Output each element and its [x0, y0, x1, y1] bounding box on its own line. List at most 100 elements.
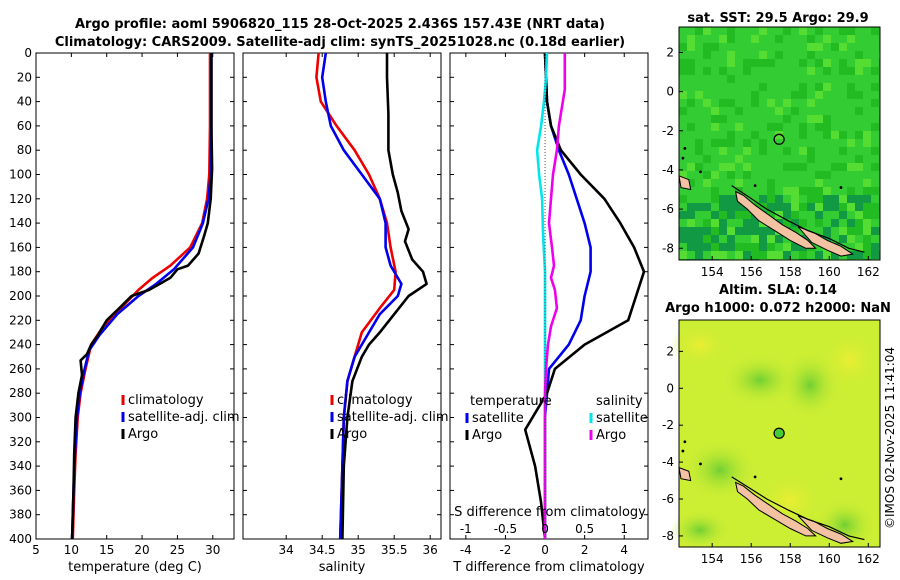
sst_map-texture-cell: [831, 163, 839, 171]
sst_map-argo-position-marker: [773, 133, 785, 145]
sst_map-texture-cell: [703, 227, 711, 235]
sst_map-texture-cell: [719, 243, 727, 251]
sst_map-texture-cell: [863, 59, 871, 67]
salinity-series-argo-line: [341, 53, 428, 540]
sst_map-texture-cell: [863, 227, 871, 235]
sst_map-texture-cell: [767, 235, 775, 243]
sst_map-texture-cell: [831, 219, 839, 227]
sst_map-texture-cell: [783, 203, 791, 211]
temperature-difference-legend-entry: satellite: [472, 411, 524, 426]
sst_map-texture-cell: [871, 99, 879, 107]
difference-xlabel: T difference from climatology: [452, 560, 645, 575]
sst-map-landmass-2: [797, 226, 855, 257]
sst_map-texture-cell: [783, 27, 791, 35]
sst_map-texture-cell: [855, 59, 863, 67]
sst_map-texture-cell: [823, 59, 831, 67]
sst_map-texture-cell: [703, 235, 711, 243]
sst_map-texture-cell: [695, 147, 703, 155]
salinity-xtick-label: 35: [351, 543, 366, 557]
sst_map-texture-cell: [863, 187, 871, 195]
salinity-difference-legend-entry: satellite: [596, 411, 648, 426]
sst_map-texture-cell: [687, 43, 695, 51]
sst_map-texture-cell: [823, 131, 831, 139]
sst_map-texture-cell: [831, 195, 839, 203]
sst_map-texture-cell: [735, 155, 743, 163]
ytick-label: 40: [17, 95, 32, 109]
sst_map-texture-cell: [799, 219, 807, 227]
sst_map-texture-cell: [735, 211, 743, 219]
sla-map-panel: 154 156 158 160 162 2 0 -2 -4 -6 -8: [662, 319, 881, 566]
sst_map-texture-cell: [711, 251, 719, 259]
sst_map-texture-cell: [711, 187, 719, 195]
ytick-label: 180: [9, 265, 32, 279]
sst_map-texture-cell: [735, 107, 743, 115]
sst_map-texture-cell: [839, 227, 847, 235]
ytick-label: 400: [9, 532, 32, 546]
sst_map-texture-cell: [711, 243, 719, 251]
sst_map-texture-cell: [823, 203, 831, 211]
salinity-xlabel: salinity: [319, 560, 366, 575]
sst_map-texture-cell: [791, 195, 799, 203]
sst_map-texture-cell: [711, 107, 719, 115]
sst_map-texture-cell: [863, 203, 871, 211]
salinity-difference-tick-label: -1: [460, 522, 472, 536]
sst_map-texture-cell: [727, 211, 735, 219]
salinity-xtick-label: 34: [279, 543, 294, 557]
sst-map-islet: [753, 184, 757, 187]
sst_map-texture-cell: [863, 251, 871, 259]
salinity-difference-tick-label: 1: [620, 522, 628, 536]
sst_map-texture-cell: [719, 139, 727, 147]
sst_map-texture-cell: [807, 35, 815, 43]
sst_map-texture-cell: [679, 227, 687, 235]
sla_map-xtick-label: 156: [740, 552, 763, 566]
sst_map-xtick-label: 162: [857, 265, 880, 279]
salinity-legend-entry: Argo: [337, 427, 367, 442]
sst_map-texture-cell: [727, 35, 735, 43]
sla-map-islet: [683, 440, 687, 444]
temperature-xlabel: temperature (deg C): [68, 560, 202, 575]
difference-xtick-label: 4: [620, 543, 628, 557]
sst_map-texture-cell: [831, 203, 839, 211]
sst_map-texture-cell: [751, 227, 759, 235]
sst_map-texture-cell: [727, 243, 735, 251]
sst_map-texture-cell: [863, 131, 871, 139]
sst_map-texture-cell: [863, 139, 871, 147]
sst_map-texture-cell: [839, 67, 847, 75]
sst_map-texture-cell: [791, 243, 799, 251]
sst_map-texture-cell: [863, 179, 871, 187]
sst_map-texture-cell: [727, 163, 735, 171]
sst_map-texture-cell: [831, 43, 839, 51]
sst_map-texture-cell: [863, 195, 871, 203]
sst_map-texture-cell: [679, 59, 687, 67]
sst_map-texture-cell: [751, 59, 759, 67]
sst_map-texture-cell: [847, 195, 855, 203]
sst_map-texture-cell: [823, 123, 831, 131]
sst_map-texture-cell: [743, 251, 751, 259]
sst_map-texture-cell: [719, 251, 727, 259]
sst_map-texture-cell: [831, 131, 839, 139]
sla_map-xtick-label: 154: [701, 552, 724, 566]
sst_map-texture-cell: [807, 155, 815, 163]
sst_map-texture-cell: [711, 115, 719, 123]
sst_map-texture-cell: [815, 195, 823, 203]
ytick-label: 360: [9, 483, 32, 497]
sst_map-texture-cell: [767, 99, 775, 107]
sst_map-texture-cell: [743, 67, 751, 75]
salinity-difference-tick-label: -0.5: [494, 522, 517, 536]
sst_map-texture-cell: [719, 195, 727, 203]
sst_map-texture-cell: [855, 163, 863, 171]
sla_map-ytick-label: 0: [666, 381, 674, 395]
sst_map-texture-cell: [775, 235, 783, 243]
sst_map-texture-cell: [679, 211, 687, 219]
sst_map-texture-cell: [703, 243, 711, 251]
sst_map-texture-cell: [823, 83, 831, 91]
sst_map-texture-cell: [719, 147, 727, 155]
sst_map-texture-cell: [847, 219, 855, 227]
sst_map-texture-cell: [759, 251, 767, 259]
sst_map-texture-cell: [767, 123, 775, 131]
sst_map-texture-cell: [807, 43, 815, 51]
sst_map-texture-cell: [815, 171, 823, 179]
sst_map-texture-cell: [759, 195, 767, 203]
sst_map-texture-cell: [687, 243, 695, 251]
ytick-label: 200: [9, 289, 32, 303]
